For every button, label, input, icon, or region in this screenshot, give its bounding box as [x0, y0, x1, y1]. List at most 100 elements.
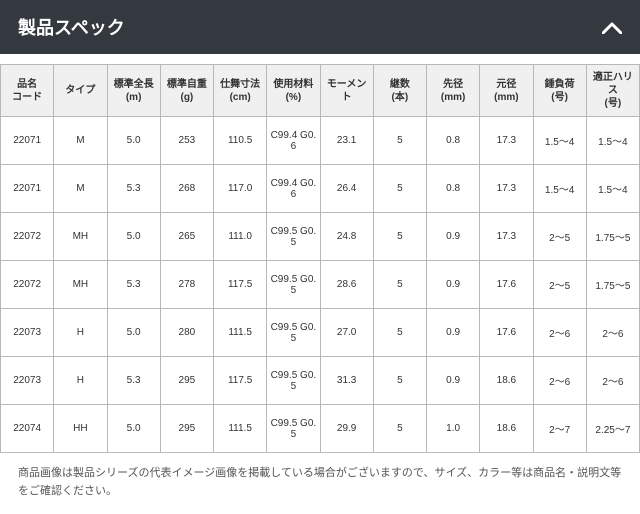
table-cell: 295 [160, 405, 213, 453]
table-header-row: 品名コードタイプ標準全長(m)標準自重(g)仕舞寸法(cm)使用材料(%)モーメ… [1, 65, 640, 117]
table-cell: 5.0 [107, 213, 160, 261]
table-cell: 17.3 [480, 165, 533, 213]
table-cell: 280 [160, 309, 213, 357]
table-cell: 5.0 [107, 117, 160, 165]
table-cell: 5.3 [107, 357, 160, 405]
table-cell: 117.5 [214, 261, 267, 309]
table-row: 22074HH5.0295111.5C99.5 G0.529.951.018.6… [1, 405, 640, 453]
table-cell: 0.9 [427, 309, 480, 357]
table-cell: M [54, 117, 107, 165]
table-cell: 1.5～4 [586, 165, 639, 213]
table-col-header: 標準自重(g) [160, 65, 213, 117]
table-cell: 22071 [1, 117, 54, 165]
table-cell: 26.4 [320, 165, 373, 213]
table-cell: 5 [373, 117, 426, 165]
table-cell: 1.75～5 [586, 213, 639, 261]
table-cell: 1.0 [427, 405, 480, 453]
table-cell: 22072 [1, 261, 54, 309]
table-row: 22071M5.3268117.0C99.4 G0.626.450.817.31… [1, 165, 640, 213]
table-cell: H [54, 357, 107, 405]
spec-table-body: 22071M5.0253110.5C99.4 G0.623.150.817.31… [1, 117, 640, 453]
table-cell: 5 [373, 213, 426, 261]
table-cell: 17.6 [480, 309, 533, 357]
table-cell: 278 [160, 261, 213, 309]
table-cell: 22074 [1, 405, 54, 453]
table-cell: 2～5 [533, 261, 586, 309]
table-cell: 22072 [1, 213, 54, 261]
table-cell: 5 [373, 357, 426, 405]
table-cell: 24.8 [320, 213, 373, 261]
table-cell: 2.25～7 [586, 405, 639, 453]
table-cell: 31.3 [320, 357, 373, 405]
table-col-header: 適正ハリス(号) [586, 65, 639, 117]
table-cell: C99.5 G0.5 [267, 261, 320, 309]
table-cell: 17.6 [480, 261, 533, 309]
chevron-up-icon [602, 21, 622, 33]
table-cell: 22073 [1, 309, 54, 357]
table-cell: C99.5 G0.5 [267, 309, 320, 357]
table-cell: 1.5～4 [533, 117, 586, 165]
table-cell: 2～6 [533, 309, 586, 357]
table-cell: 0.9 [427, 357, 480, 405]
table-cell: 253 [160, 117, 213, 165]
table-cell: 0.8 [427, 165, 480, 213]
table-cell: 1.75～5 [586, 261, 639, 309]
table-cell: 0.8 [427, 117, 480, 165]
table-cell: 28.6 [320, 261, 373, 309]
table-cell: 17.3 [480, 117, 533, 165]
spec-title: 製品スペック [18, 14, 125, 40]
table-cell: C99.5 G0.5 [267, 357, 320, 405]
table-cell: C99.4 G0.6 [267, 165, 320, 213]
table-cell: 117.0 [214, 165, 267, 213]
spec-note: 商品画像は製品シリーズの代表イメージ画像を掲載している場合がございますので、サイ… [0, 453, 640, 514]
table-col-header: 元径(mm) [480, 65, 533, 117]
table-cell: 110.5 [214, 117, 267, 165]
table-cell: 2～7 [533, 405, 586, 453]
table-cell: 5 [373, 261, 426, 309]
table-cell: 29.9 [320, 405, 373, 453]
table-cell: 2～6 [533, 357, 586, 405]
table-cell: 111.5 [214, 405, 267, 453]
table-cell: 2～6 [586, 309, 639, 357]
table-col-header: タイプ [54, 65, 107, 117]
table-col-header: 標準全長(m) [107, 65, 160, 117]
table-row: 22072MH5.0265111.0C99.5 G0.524.850.917.3… [1, 213, 640, 261]
table-row: 22073H5.3295117.5C99.5 G0.531.350.918.62… [1, 357, 640, 405]
table-cell: 1.5～4 [533, 165, 586, 213]
table-row: 22072MH5.3278117.5C99.5 G0.528.650.917.6… [1, 261, 640, 309]
table-row: 22071M5.0253110.5C99.4 G0.623.150.817.31… [1, 117, 640, 165]
table-cell: MH [54, 213, 107, 261]
table-cell: 295 [160, 357, 213, 405]
spec-header[interactable]: 製品スペック [0, 0, 640, 54]
table-cell: 1.5～4 [586, 117, 639, 165]
table-cell: 117.5 [214, 357, 267, 405]
table-cell: 111.5 [214, 309, 267, 357]
table-cell: 27.0 [320, 309, 373, 357]
table-cell: 0.9 [427, 213, 480, 261]
table-col-header: 仕舞寸法(cm) [214, 65, 267, 117]
spec-table-head: 品名コードタイプ標準全長(m)標準自重(g)仕舞寸法(cm)使用材料(%)モーメ… [1, 65, 640, 117]
table-cell: 18.6 [480, 405, 533, 453]
table-cell: M [54, 165, 107, 213]
table-cell: 22073 [1, 357, 54, 405]
spec-table: 品名コードタイプ標準全長(m)標準自重(g)仕舞寸法(cm)使用材料(%)モーメ… [0, 64, 640, 453]
table-col-header: 品名コード [1, 65, 54, 117]
table-cell: 5 [373, 309, 426, 357]
table-col-header: 先径(mm) [427, 65, 480, 117]
table-cell: 17.3 [480, 213, 533, 261]
table-cell: C99.5 G0.5 [267, 405, 320, 453]
table-cell: 5.3 [107, 165, 160, 213]
table-cell: 265 [160, 213, 213, 261]
table-col-header: 使用材料(%) [267, 65, 320, 117]
table-cell: 22071 [1, 165, 54, 213]
table-col-header: 錘負荷(号) [533, 65, 586, 117]
table-cell: 5 [373, 405, 426, 453]
table-cell: MH [54, 261, 107, 309]
table-cell: 5.3 [107, 261, 160, 309]
table-cell: 0.9 [427, 261, 480, 309]
table-cell: C99.4 G0.6 [267, 117, 320, 165]
table-col-header: 継数(本) [373, 65, 426, 117]
table-cell: C99.5 G0.5 [267, 213, 320, 261]
table-cell: 2～6 [586, 357, 639, 405]
table-cell: 5.0 [107, 309, 160, 357]
